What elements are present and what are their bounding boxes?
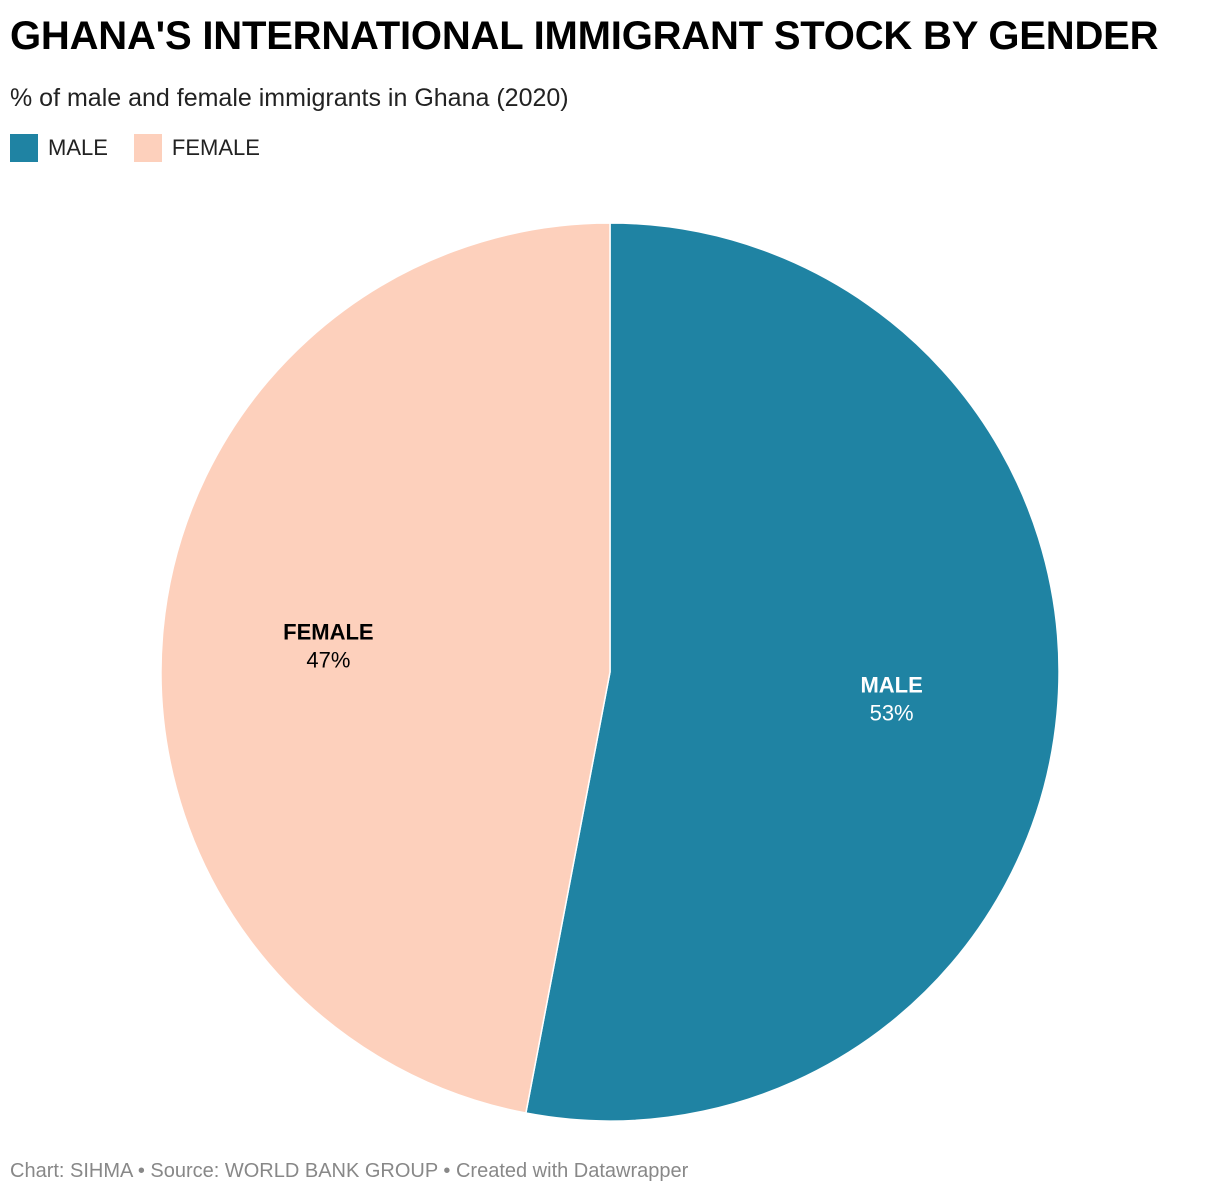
- pie-slice-male: [524, 222, 1060, 1122]
- chart-subtitle: % of male and female immigrants in Ghana…: [10, 84, 569, 112]
- legend: MALE FEMALE: [10, 134, 286, 162]
- legend-label-female: FEMALE: [171, 135, 260, 160]
- slice-value-female: 47%: [306, 647, 350, 672]
- legend-label-male: MALE: [48, 135, 108, 160]
- slice-label-male: MALE: [860, 673, 922, 698]
- legend-item-male: MALE: [10, 134, 108, 162]
- pie-slice-female: [160, 222, 611, 1114]
- slice-value-male: 53%: [870, 701, 914, 726]
- legend-swatch-female: [133, 134, 162, 162]
- chart-title: GHANA'S INTERNATIONAL IMMIGRANT STOCK BY…: [10, 14, 1159, 58]
- slice-label-female: FEMALE: [283, 619, 373, 644]
- legend-item-female: FEMALE: [133, 134, 260, 162]
- legend-swatch-male: [10, 134, 38, 162]
- chart-footer: Chart: SIHMA • Source: WORLD BANK GROUP …: [10, 1160, 689, 1182]
